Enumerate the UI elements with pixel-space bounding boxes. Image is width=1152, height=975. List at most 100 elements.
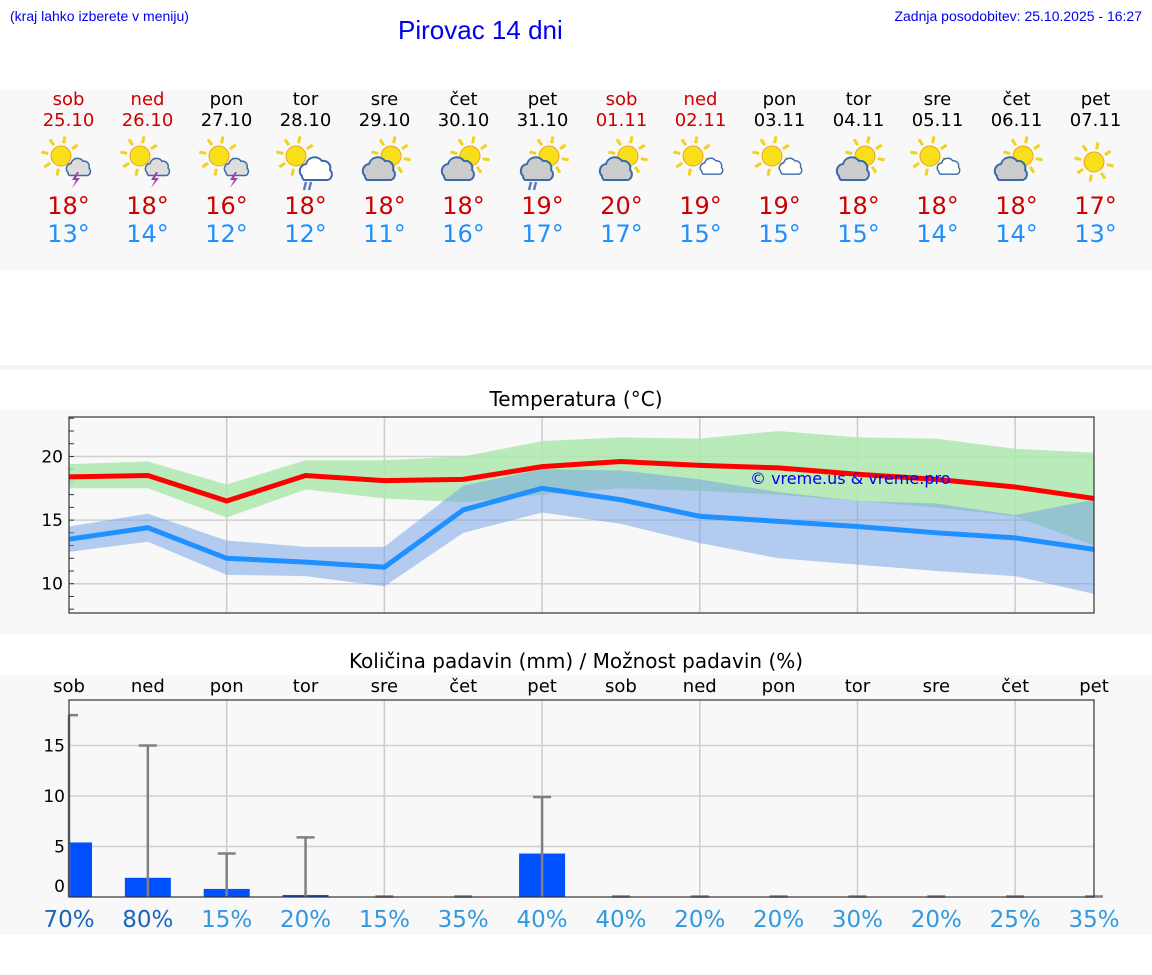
cloud-icon — [778, 157, 802, 175]
sun-ray — [939, 143, 947, 151]
sun-ray — [402, 157, 411, 162]
day-name: tor — [845, 89, 872, 110]
location-hint: (kraj lahko izberete v meniju) — [10, 8, 189, 24]
sun-ray — [481, 157, 490, 162]
max-temp: 18° — [837, 192, 880, 220]
cloud-icon — [936, 157, 960, 175]
sun-ray — [201, 161, 209, 169]
sun-ray — [119, 150, 128, 155]
max-temp: 18° — [284, 192, 327, 220]
day-name: tor — [292, 89, 319, 110]
day-forecast: tor 28.10 18° 12° — [266, 90, 345, 248]
weather-icon — [440, 136, 490, 181]
precip-bar — [69, 842, 92, 897]
weather-icon — [275, 136, 333, 191]
day-forecast: sre 29.10 18° 11° — [345, 90, 424, 248]
day-name: sob — [52, 89, 85, 110]
cloud-sun-icon — [361, 136, 411, 181]
sun-ray — [470, 136, 475, 144]
cloud-icon — [993, 156, 1028, 181]
day-name: sre — [923, 89, 952, 110]
daily-forecast-strip: sob 25.10 18° 13° ned 26.10 18° 14° pon 27… — [0, 90, 1152, 270]
precip-probability: 70% — [43, 907, 94, 933]
cloud-sun-icon — [993, 136, 1043, 181]
sun-ray — [283, 138, 290, 146]
sun-ray — [475, 166, 482, 174]
sun-ray — [1081, 144, 1088, 152]
min-temp: 14° — [126, 220, 169, 248]
sun-small-cloud-icon — [672, 136, 723, 176]
sun-ray — [1105, 163, 1114, 168]
sun-ray — [140, 136, 145, 144]
rain-icon — [302, 181, 312, 191]
cloud-icon — [223, 157, 249, 177]
temperature-chart-panel: 10 15 20 © vreme.us & vreme.pro — [0, 410, 1152, 635]
sun-ray — [560, 157, 569, 162]
sun-disc — [208, 145, 229, 167]
max-temp: 17° — [1074, 192, 1117, 220]
day-label: sre — [371, 676, 398, 697]
sun-ray — [639, 157, 648, 162]
min-temp: 15° — [758, 220, 801, 248]
sun-ray — [278, 161, 286, 169]
lightning-icon — [71, 172, 80, 188]
cloud-shape — [65, 157, 91, 177]
precip-probability: 80% — [122, 907, 173, 933]
sun-disc — [1083, 151, 1104, 173]
cloud-icon — [361, 156, 396, 181]
weather-icon — [40, 136, 91, 188]
cloud-shape — [440, 156, 475, 181]
sun-disc — [285, 145, 306, 167]
watermark: © vreme.us & vreme.pro — [750, 469, 951, 488]
y-tick-label: 20 — [41, 447, 63, 467]
weather-icon — [835, 136, 885, 181]
sun-ray — [457, 138, 464, 146]
sun-ray — [206, 138, 213, 146]
sun-ray — [909, 150, 918, 155]
sun-ray — [637, 143, 645, 151]
sun-ray — [449, 150, 458, 155]
sun-ray — [43, 161, 51, 169]
cloud-shape — [778, 157, 802, 175]
max-temp: 19° — [758, 192, 801, 220]
day-date: 07.11 — [1069, 110, 1122, 131]
sun-ray — [781, 143, 789, 151]
min-temp: 17° — [600, 220, 643, 248]
max-temp: 18° — [916, 192, 959, 220]
day-label: sre — [923, 676, 950, 697]
min-temp: 13° — [47, 220, 90, 248]
day-forecast: sob 01.11 20° 17° — [582, 90, 661, 248]
sun-ray — [275, 150, 284, 155]
day-name: pon — [209, 89, 244, 110]
day-date: 02.11 — [674, 110, 727, 131]
cloud-shape — [993, 156, 1028, 181]
cloud-icon — [144, 157, 170, 177]
sun-ray — [628, 136, 633, 144]
day-forecast: pet 07.11 17° 13° — [1056, 90, 1135, 249]
weather-icon — [119, 136, 170, 188]
sun-ray — [558, 143, 566, 151]
sun-ray — [1010, 138, 1017, 146]
sun-ray — [536, 138, 543, 146]
sun-ray — [296, 136, 301, 144]
day-name: sob — [605, 89, 638, 110]
divider — [0, 365, 1152, 370]
y-tick-label: 5 — [54, 837, 65, 857]
day-name: ned — [683, 89, 718, 110]
day-name: sre — [370, 89, 399, 110]
cloud-sun-icon — [440, 136, 490, 181]
sun-icon — [119, 136, 160, 176]
y-tick-label: 15 — [43, 736, 65, 756]
sun-ray — [633, 166, 640, 174]
day-date: 06.11 — [990, 110, 1043, 131]
sun-disc — [129, 145, 150, 167]
sun-ray — [1028, 166, 1035, 174]
day-date: 03.11 — [753, 110, 806, 131]
temperature-chart-title: Temperatura (°C) — [489, 387, 663, 411]
weather-icon — [909, 136, 960, 176]
min-temp: 11° — [363, 220, 406, 248]
sun-ray — [396, 166, 403, 174]
cloud-shape — [144, 157, 170, 177]
weather-icon — [198, 136, 249, 188]
cloud-icon — [298, 156, 333, 181]
